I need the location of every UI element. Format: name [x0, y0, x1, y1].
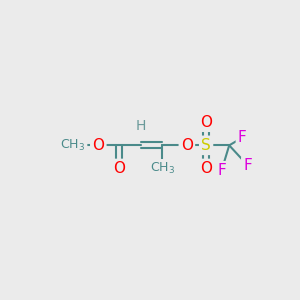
Text: S: S — [201, 138, 211, 153]
Text: O: O — [113, 161, 125, 176]
Text: F: F — [243, 158, 252, 173]
Text: CH$_3$: CH$_3$ — [150, 161, 175, 176]
Text: F: F — [217, 163, 226, 178]
Text: O: O — [92, 138, 104, 153]
Text: O: O — [200, 161, 212, 176]
Text: H: H — [136, 119, 146, 133]
Text: F: F — [238, 130, 247, 145]
Text: O: O — [200, 115, 212, 130]
Text: CH$_3$: CH$_3$ — [60, 138, 86, 153]
Text: O: O — [181, 138, 193, 153]
